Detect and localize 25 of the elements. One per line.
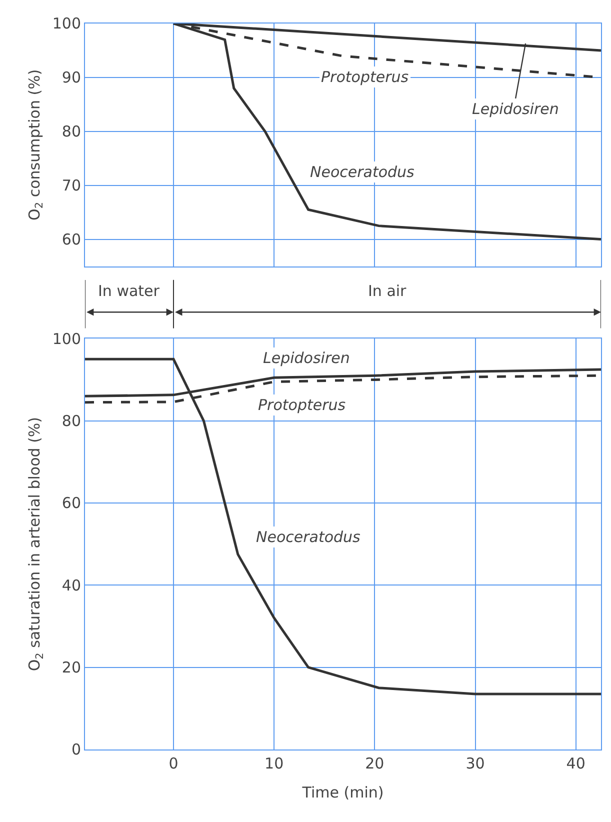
text: Lepidosiren bbox=[472, 100, 559, 118]
series-label: Neoceratodus bbox=[310, 163, 415, 181]
y-tick-label: 0 bbox=[71, 740, 81, 759]
y-tick-label: 100 bbox=[52, 330, 81, 348]
y-tick-label: 90 bbox=[62, 68, 81, 87]
x-tick-label: 0 bbox=[168, 754, 178, 772]
text: In water bbox=[98, 282, 160, 300]
x-tick-label: 10 bbox=[264, 754, 284, 772]
x-axis-title: Time (min) bbox=[301, 783, 384, 802]
series-label: Neoceratodus bbox=[256, 528, 361, 546]
series-label: Lepidosiren bbox=[263, 349, 350, 367]
y-tick-label: 60 bbox=[62, 494, 81, 512]
series-label: Protopterus bbox=[321, 68, 409, 86]
y-tick-label: 70 bbox=[62, 176, 81, 195]
x-tick-label: 20 bbox=[365, 754, 384, 772]
x-tick-label: 30 bbox=[466, 754, 485, 772]
text: In air bbox=[368, 282, 408, 300]
x-tick-label: 40 bbox=[566, 754, 586, 772]
y-tick-label: 100 bbox=[52, 14, 81, 33]
y-tick-label: 80 bbox=[62, 122, 81, 141]
y-tick-label: 80 bbox=[62, 412, 81, 430]
series-label: Protopterus bbox=[258, 396, 346, 414]
y-tick-label: 60 bbox=[62, 230, 81, 249]
y-tick-label: 40 bbox=[62, 576, 81, 594]
y-tick-label: 20 bbox=[62, 658, 81, 677]
